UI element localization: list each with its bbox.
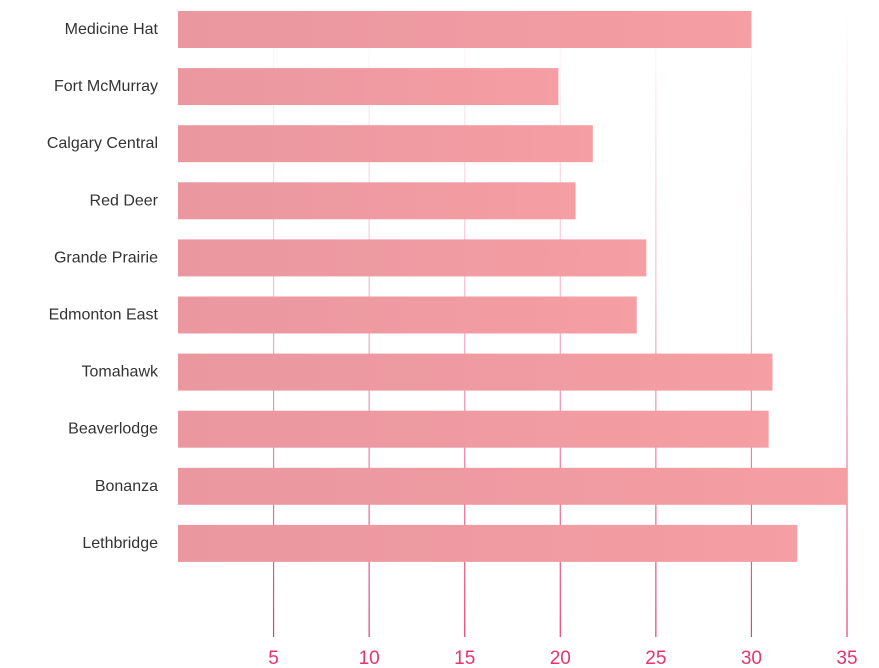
x-tick-label: 10 [359,648,380,668]
category-label: Medicine Hat [65,21,159,38]
category-label: Edmonton East [49,307,159,324]
bar [178,296,637,334]
category-labels: Medicine Hat Fort McMurray Calgary Central… [47,21,159,552]
category-label: Red Deer [90,192,159,209]
x-tick-label: 5 [268,648,279,668]
category-label: Beaverlodge [68,421,158,438]
x-axis-tick-labels: 5 10 15 20 25 30 35 [268,648,857,668]
bar [178,11,752,48]
category-label: Lethbridge [82,535,158,552]
bar [178,239,647,277]
gridline-35 [846,12,848,637]
bar [178,125,593,163]
x-tick-label: 20 [550,648,571,668]
bar [178,353,773,391]
category-label: Fort McMurray [54,78,158,95]
gridline-25 [655,12,657,637]
bar [178,524,798,562]
category-label: Calgary Central [47,135,158,152]
bars [178,11,847,562]
bar [178,68,559,106]
bar [178,410,769,448]
x-tick-label: 35 [836,648,857,668]
bar [178,467,847,505]
category-label: Grande Prairie [54,249,158,266]
x-tick-label: 30 [741,648,762,668]
x-tick-label: 25 [645,648,666,668]
bar [178,182,576,220]
x-tick-label: 15 [454,648,475,668]
category-label: Bonanza [95,478,158,495]
gridline-30 [750,12,753,637]
category-label: Tomahawk [82,364,159,381]
